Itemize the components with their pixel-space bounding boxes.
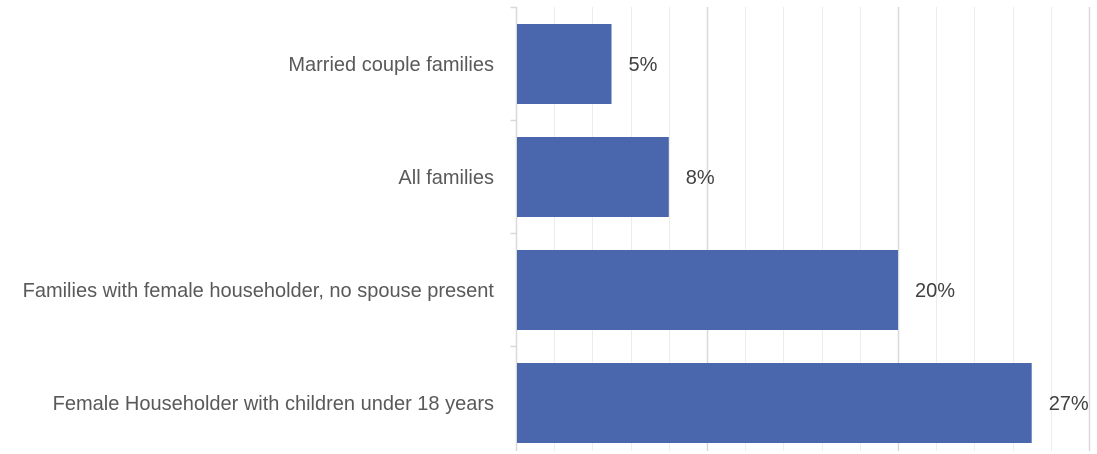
- category-label: Female Householder with children under 1…: [53, 393, 494, 415]
- data-label: 20%: [915, 280, 955, 302]
- data-label: 27%: [1049, 393, 1089, 415]
- bar: [517, 137, 669, 217]
- data-label: 8%: [686, 167, 715, 189]
- bar: [517, 250, 898, 330]
- category-label: All families: [398, 167, 494, 189]
- category-label: Married couple families: [288, 54, 494, 76]
- data-label: 5%: [629, 54, 658, 76]
- bar: [517, 363, 1032, 443]
- bar: [517, 24, 612, 104]
- category-label: Families with female householder, no spo…: [23, 280, 495, 302]
